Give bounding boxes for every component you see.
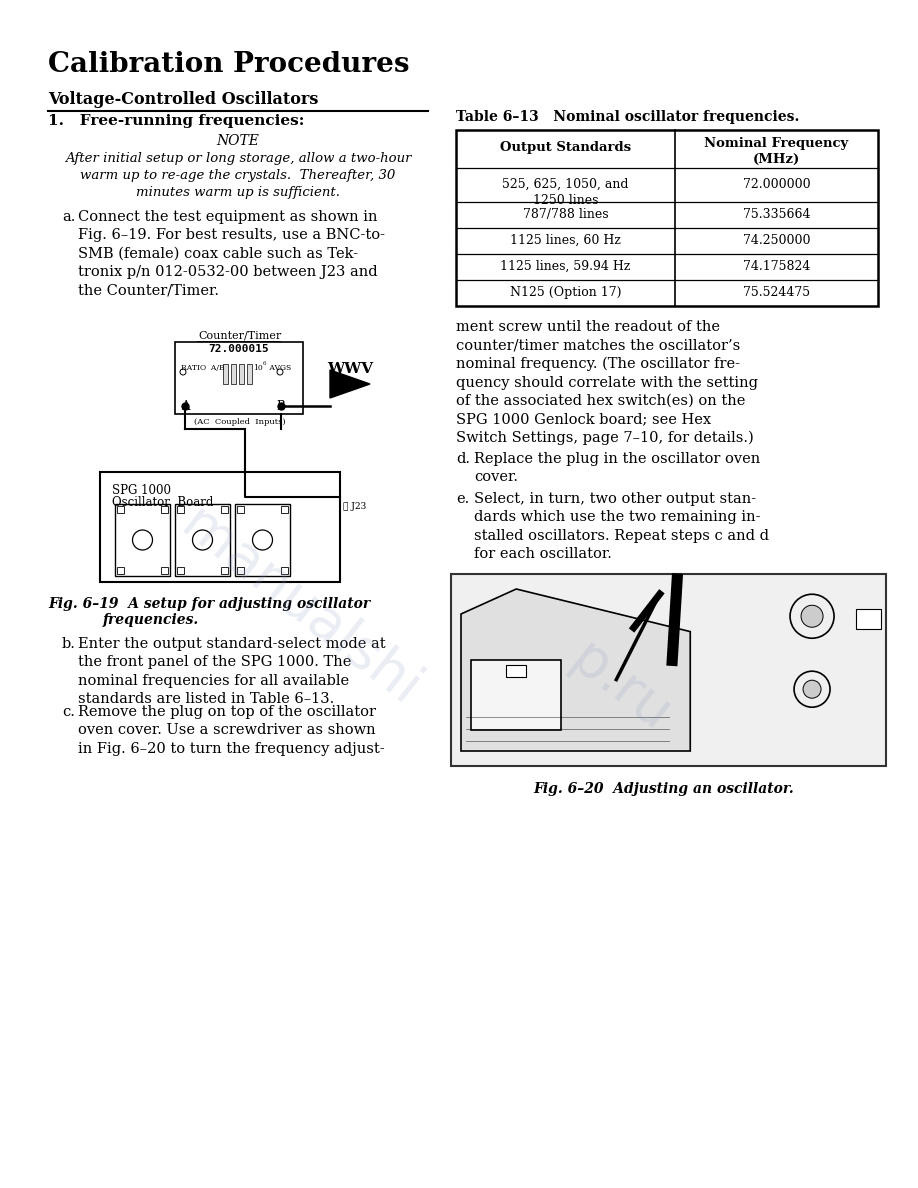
Text: Replace the plug in the oscillator oven
cover.: Replace the plug in the oscillator oven …	[474, 451, 760, 485]
Text: Voltage-Controlled Oscillators: Voltage-Controlled Oscillators	[48, 91, 319, 108]
Text: 6: 6	[263, 361, 266, 366]
Bar	[117, 567, 124, 574]
Text: e.: e.	[456, 492, 469, 506]
Text: 72.000000: 72.000000	[743, 178, 811, 191]
Bar	[506, 665, 526, 677]
Text: Connect the test equipment as shown in
Fig. 6–19. For best results, use a BNC-to: Connect the test equipment as shown in F…	[78, 210, 385, 298]
Text: 75.335664: 75.335664	[743, 208, 811, 221]
Bar	[115, 504, 170, 576]
Bar	[221, 506, 228, 513]
Text: N125 (Option 17): N125 (Option 17)	[509, 286, 621, 299]
Text: 74.175824: 74.175824	[743, 260, 811, 273]
Text: 10: 10	[253, 364, 263, 372]
Bar	[231, 364, 236, 384]
Bar	[247, 364, 252, 384]
Bar	[221, 567, 228, 574]
Polygon shape	[461, 589, 690, 751]
Circle shape	[180, 369, 186, 375]
Text: Counter/Timer: Counter/Timer	[198, 330, 282, 340]
Text: 787/788 lines: 787/788 lines	[522, 208, 609, 221]
Bar	[161, 506, 168, 513]
Text: c.: c.	[62, 704, 75, 719]
Bar	[177, 567, 184, 574]
Text: SPG 1000: SPG 1000	[112, 484, 171, 497]
Text: 75.524475: 75.524475	[743, 286, 810, 299]
Text: A: A	[181, 400, 189, 413]
Circle shape	[801, 605, 823, 627]
Bar	[471, 661, 561, 731]
Text: 1125 lines, 60 Hz: 1125 lines, 60 Hz	[510, 234, 621, 247]
Bar	[456, 129, 878, 307]
Text: NOTE: NOTE	[217, 134, 260, 148]
Text: After initial setup or long storage, allow a two-hour
warm up to re-age the crys: After initial setup or long storage, all…	[65, 152, 411, 200]
Bar	[281, 567, 288, 574]
Text: Table 6–13   Nominal oscillator frequencies.: Table 6–13 Nominal oscillator frequencie…	[456, 110, 800, 124]
Bar	[177, 506, 184, 513]
Bar	[117, 506, 124, 513]
Text: AVGS: AVGS	[267, 364, 291, 372]
Text: frequencies.: frequencies.	[103, 613, 199, 627]
Bar	[100, 472, 340, 582]
Text: Remove the plug on top of the oscillator
oven cover. Use a screwdriver as shown
: Remove the plug on top of the oscillator…	[78, 704, 385, 756]
Text: ment screw until the readout of the
counter/timer matches the oscillator’s
nomin: ment screw until the readout of the coun…	[456, 320, 758, 446]
Text: b.: b.	[62, 637, 76, 651]
Text: WWV: WWV	[327, 362, 373, 375]
Text: Nominal Frequency
(MHz): Nominal Frequency (MHz)	[704, 137, 848, 166]
Text: manualshi: manualshi	[170, 498, 430, 718]
Text: Output Standards: Output Standards	[500, 141, 631, 154]
Text: Fig. 6–19  A setup for adjusting oscillator: Fig. 6–19 A setup for adjusting oscillat…	[48, 598, 370, 611]
Text: Calibration Procedures: Calibration Procedures	[48, 51, 409, 78]
Circle shape	[277, 369, 283, 375]
Text: (AC  Coupled  Inputs): (AC Coupled Inputs)	[195, 418, 285, 426]
Text: 72.000015: 72.000015	[208, 345, 269, 354]
Bar	[856, 608, 881, 628]
Text: B: B	[276, 400, 285, 413]
Bar	[235, 504, 290, 576]
Bar	[281, 506, 288, 513]
Text: Fig. 6–20  Adjusting an oscillator.: Fig. 6–20 Adjusting an oscillator.	[533, 782, 794, 796]
Bar	[198, 342, 280, 360]
Text: 1125 lines, 59.94 Hz: 1125 lines, 59.94 Hz	[500, 260, 631, 273]
Circle shape	[803, 681, 821, 699]
Bar	[175, 342, 303, 413]
Polygon shape	[330, 369, 370, 398]
Bar	[237, 506, 244, 513]
Text: a.: a.	[62, 210, 75, 225]
Bar	[223, 364, 228, 384]
Text: RATIO  A/B: RATIO A/B	[181, 364, 225, 372]
Text: d.: d.	[456, 451, 470, 466]
Text: 74.250000: 74.250000	[743, 234, 811, 247]
Text: Select, in turn, two other output stan-
dards which use the two remaining in-
st: Select, in turn, two other output stan- …	[474, 492, 769, 561]
Text: Enter the output standard-select mode at
the front panel of the SPG 1000. The
no: Enter the output standard-select mode at…	[78, 637, 386, 706]
Text: p.ru: p.ru	[560, 633, 680, 744]
Bar	[175, 504, 230, 576]
Text: ⓙ J23: ⓙ J23	[343, 503, 366, 511]
Bar	[161, 567, 168, 574]
Text: 525, 625, 1050, and
1250 lines: 525, 625, 1050, and 1250 lines	[502, 178, 629, 207]
Bar	[237, 567, 244, 574]
Text: 1.   Free-running frequencies:: 1. Free-running frequencies:	[48, 114, 305, 128]
Bar	[239, 364, 244, 384]
Bar	[451, 574, 886, 766]
Text: Oscillator  Board: Oscillator Board	[112, 497, 213, 508]
